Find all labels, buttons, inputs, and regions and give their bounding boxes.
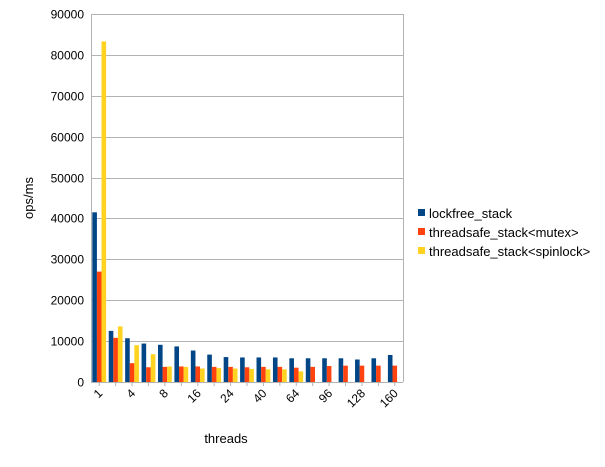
bar-threadsafe_stack<spinlock>-2 bbox=[117, 326, 123, 382]
bar-lockfree_stack-2 bbox=[108, 330, 114, 382]
bar-threadsafe_stack<mutex>-2 bbox=[113, 337, 118, 382]
bar-threadsafe_stack<spinlock>-64 bbox=[298, 371, 304, 382]
legend-swatch bbox=[418, 247, 425, 254]
bar-lockfree_stack-128 bbox=[355, 359, 360, 382]
x-tick-label: 40 bbox=[250, 386, 270, 406]
x-tick-label: 24 bbox=[217, 386, 237, 406]
bar-threadsafe_stack<spinlock>-1 bbox=[101, 41, 107, 383]
bar-threadsafe_stack<spinlock>-12 bbox=[183, 366, 189, 382]
y-tick-label: 90000 bbox=[51, 8, 85, 22]
bar-threadsafe_stack<mutex>-144 bbox=[376, 365, 381, 382]
bar-threadsafe_stack<mutex>-160 bbox=[392, 365, 398, 382]
bar-threadsafe_stack<spinlock>-20 bbox=[216, 368, 222, 382]
bar-lockfree_stack-40 bbox=[256, 357, 262, 382]
bar-threadsafe_stack<spinlock>-48 bbox=[282, 369, 287, 382]
bar-threadsafe_stack<mutex>-32 bbox=[244, 367, 250, 382]
x-tick-label: 64 bbox=[283, 386, 303, 406]
bar-threadsafe_stack<mutex>-96 bbox=[326, 366, 332, 382]
bar-lockfree_stack-96 bbox=[322, 358, 327, 382]
y-tick-label: 30000 bbox=[51, 253, 85, 267]
bar-threadsafe_stack<mutex>-128 bbox=[359, 365, 365, 382]
y-tick-label: 50000 bbox=[51, 172, 85, 186]
bar-lockfree_stack-48 bbox=[272, 357, 278, 382]
y-tick-label: 80000 bbox=[51, 49, 85, 63]
bar-threadsafe_stack<mutex>-112 bbox=[343, 365, 348, 382]
y-axis-title: ops/ms bbox=[21, 177, 36, 219]
bar-lockfree_stack-160 bbox=[387, 355, 393, 382]
bar-threadsafe_stack<mutex>-16 bbox=[195, 366, 201, 382]
bar-threadsafe_stack<mutex>-20 bbox=[211, 366, 217, 382]
grid-layer bbox=[91, 14, 403, 383]
legend-item-label: threadsafe_stack<spinlock> bbox=[429, 244, 590, 259]
bar-threadsafe_stack<spinlock>-6 bbox=[150, 354, 156, 382]
x-tick-label: 16 bbox=[185, 386, 205, 406]
y-tick-label: 20000 bbox=[51, 294, 85, 308]
bar-threadsafe_stack<spinlock>-24 bbox=[232, 368, 238, 382]
bar-threadsafe_stack<mutex>-1 bbox=[96, 271, 102, 382]
x-axis-title: threads bbox=[204, 431, 248, 446]
x-tick-label: 96 bbox=[316, 386, 336, 406]
legend-item-label: threadsafe_stack<mutex> bbox=[429, 225, 579, 240]
bar-threadsafe_stack<mutex>-6 bbox=[146, 367, 151, 382]
bar-threadsafe_stack<mutex>-80 bbox=[310, 366, 315, 382]
bar-lockfree_stack-6 bbox=[141, 343, 147, 382]
bar-threadsafe_stack<mutex>-40 bbox=[261, 366, 266, 382]
y-tick-label: 70000 bbox=[51, 90, 85, 104]
bar-lockfree_stack-32 bbox=[240, 357, 245, 382]
y-tick-label: 60000 bbox=[51, 131, 85, 145]
x-tick-label: 160 bbox=[377, 386, 401, 410]
y-tick-label: 0 bbox=[77, 376, 84, 390]
legend-swatch bbox=[418, 209, 425, 216]
bar-threadsafe_stack<mutex>-48 bbox=[277, 366, 283, 382]
bar-lockfree_stack-20 bbox=[207, 354, 212, 382]
bar-threadsafe_stack<mutex>-12 bbox=[179, 366, 184, 382]
x-tick-label: 128 bbox=[344, 386, 368, 410]
bar-threadsafe_stack<spinlock>-40 bbox=[265, 369, 271, 382]
x-tick-label: 8 bbox=[156, 386, 171, 401]
bar-threadsafe_stack<mutex>-24 bbox=[228, 366, 233, 382]
bar-threadsafe_stack<mutex>-8 bbox=[162, 366, 168, 382]
legend-item-label: lockfree_stack bbox=[429, 206, 513, 221]
legend: lockfree_stack threadsafe_stack<mutex>thr… bbox=[418, 206, 590, 259]
bar-lockfree_stack-112 bbox=[338, 358, 344, 382]
bar-lockfree_stack-8 bbox=[157, 344, 163, 382]
bars-layer bbox=[92, 41, 398, 383]
bar-threadsafe_stack<mutex>-4 bbox=[129, 363, 135, 382]
bar-lockfree_stack-1 bbox=[92, 212, 97, 382]
bar-lockfree_stack-24 bbox=[223, 357, 229, 382]
labels-layer: 0 10000 20000 30000 40000 50000 60000 70000 8000… bbox=[51, 8, 402, 411]
bar-lockfree_stack-12 bbox=[174, 346, 180, 382]
bar-threadsafe_stack<spinlock>-32 bbox=[249, 368, 254, 382]
bar-threadsafe_stack<spinlock>-8 bbox=[167, 366, 172, 382]
axes-layer bbox=[91, 14, 404, 386]
bar-threadsafe_stack<mutex>-64 bbox=[293, 367, 299, 382]
bar-lockfree_stack-64 bbox=[289, 358, 294, 382]
bar-lockfree_stack-80 bbox=[305, 358, 311, 382]
x-tick-label: 1 bbox=[91, 386, 106, 401]
bar-threadsafe_stack<spinlock>-16 bbox=[200, 368, 205, 382]
bar-lockfree_stack-4 bbox=[125, 338, 130, 382]
x-tick-label: 4 bbox=[124, 386, 139, 401]
bar-lockfree_stack-16 bbox=[190, 350, 196, 382]
legend-swatch bbox=[418, 228, 425, 235]
y-tick-label: 10000 bbox=[51, 335, 85, 349]
bar-threadsafe_stack<spinlock>-4 bbox=[134, 345, 139, 382]
y-tick-label: 40000 bbox=[51, 212, 85, 226]
bar-lockfree_stack-144 bbox=[371, 358, 377, 382]
